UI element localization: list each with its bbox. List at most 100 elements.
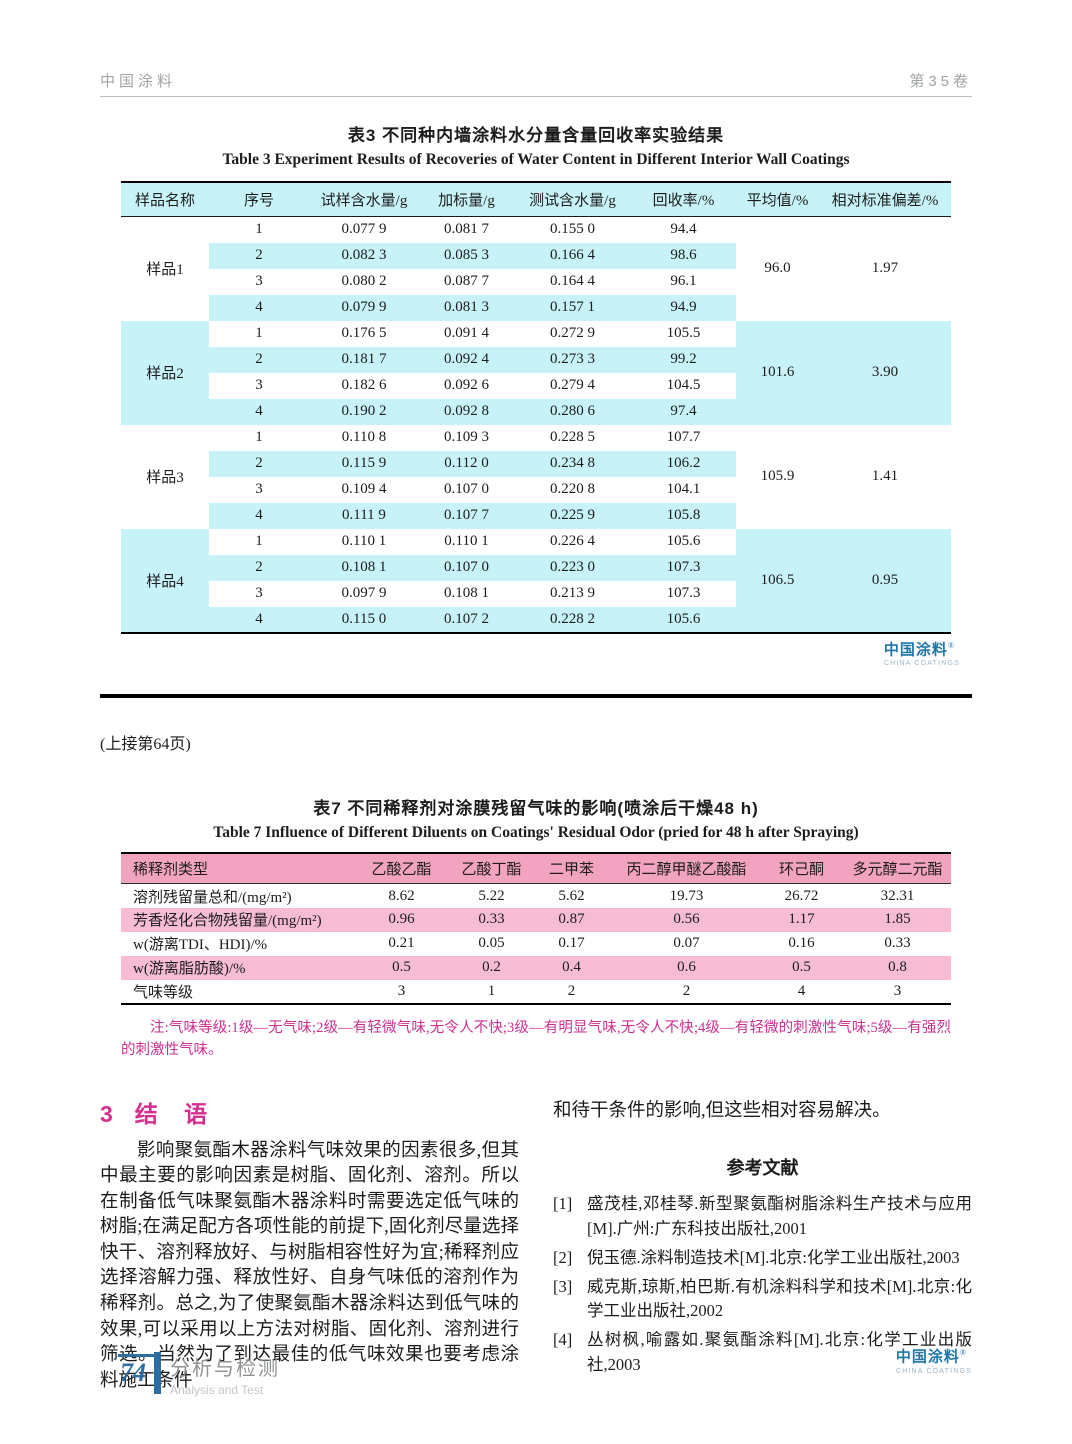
table7-col-ethyl-acetate: 乙酸乙酯 (349, 852, 454, 885)
table3-cell: 3 (209, 372, 309, 399)
table3-cell: 104.1 (631, 476, 736, 503)
table3-cell: 0.092 6 (419, 372, 514, 399)
table7-row-label: 溶剂残留量总和/(mg/m²) (121, 883, 349, 908)
table3-body: 样品1 1 0.077 9 0.081 7 0.155 0 94.4 96.0 1.97 2 0.… (121, 216, 951, 633)
reference-text: 倪玉德.涂料制造技术[M].北京:化学工业出版社,2003 (587, 1247, 960, 1267)
volume-label: 第35卷 (909, 73, 972, 90)
table3-col-no: 序号 (209, 182, 309, 217)
table3-cell: 2 (209, 346, 309, 373)
table7-row-label: w(游离脂肪酸)/% (121, 955, 349, 980)
table3-cell: 0.226 4 (514, 528, 631, 555)
table3-cell: 3 (209, 580, 309, 607)
table7-title-zh: 表7 不同稀释剂对涂膜残留气味的影响(喷涂后干燥48 h) (313, 798, 759, 818)
table7-row: w(游离TDI、HDI)/% 0.21 0.05 0.17 0.07 0.16 0.33 (121, 931, 951, 956)
table3-cell: 0.107 0 (419, 554, 514, 581)
table3-row: 4 0.079 9 0.081 3 0.157 1 94.9 (121, 294, 951, 321)
table3-cell: 0.182 6 (309, 372, 419, 399)
table3-cell: 0.092 8 (419, 398, 514, 425)
reference-item: [3] 威克斯,琼斯,柏巴斯.有机涂料科学和技术[M].北京:化学工业出版社,20… (553, 1275, 972, 1325)
table3-cell: 0.109 4 (309, 476, 419, 503)
table3-cell: 2 (209, 450, 309, 477)
china-coatings-logo: 中国涂料® CHINA COATINGS (883, 641, 960, 667)
table3-cell: 105.5 (631, 320, 736, 347)
table3-cell: 0.079 9 (309, 294, 419, 321)
table3-cell: 0.077 9 (309, 216, 419, 243)
table7-col-xylene: 二甲苯 (529, 852, 614, 885)
table7-cell: 0.5 (349, 955, 454, 980)
table3-cell: 0.220 8 (514, 476, 631, 503)
table3-col-recovery: 回收率/% (631, 182, 736, 217)
table3-cell: 0.234 8 (514, 450, 631, 477)
table7-col-butyl-acetate: 乙酸丁酯 (454, 852, 529, 885)
table3-cell: 0.085 3 (419, 242, 514, 269)
table7-note: 注:气味等级:1级—无气味;2级—有轻微气味,无令人不快;3级—有明显气味,无令… (121, 1019, 951, 1058)
table3-cell: 0.082 3 (309, 242, 419, 269)
table7-cell: 8.62 (349, 883, 454, 908)
logo-text-en: CHINA COATINGS (883, 659, 960, 667)
conclusion-paragraph-left: 影响聚氨酯木器涂料气味效果的因素很多,但其中最主要的影响因素是树脂、固化剂、溶剂… (100, 1140, 519, 1391)
table3-row: 4 0.190 2 0.092 8 0.280 6 97.4 (121, 398, 951, 425)
table3-cell: 1 (209, 320, 309, 347)
reference-marker: [2] (553, 1247, 573, 1267)
table7-cell: 3 (844, 979, 951, 1004)
table3-col-mean: 平均值/% (736, 182, 819, 217)
table3-row: 样品1 1 0.077 9 0.081 7 0.155 0 94.4 96.0 1.97 (121, 216, 951, 321)
table7-cell: 5.22 (454, 883, 529, 908)
table7-row-label: 芳香烃化合物残留量/(mg/m²) (121, 907, 349, 932)
table7-cell: 5.62 (529, 883, 614, 908)
table3-cell: 1 (209, 528, 309, 555)
table3-row: 4 0.115 0 0.107 2 0.228 2 105.6 (121, 606, 951, 633)
table3-cell: 97.4 (631, 398, 736, 425)
table3-cell: 0.115 9 (309, 450, 419, 477)
table3: 样品名称 序号 试样含水量/g 加标量/g 测试含水量/g 回收率/% 平均值/… (121, 181, 951, 634)
table7-cell: 0.8 (844, 955, 951, 980)
reference-item: [1] 盛茂桂,邓桂琴.新型聚氨酯树脂涂料生产技术与应用[M].广州:广东科技出版… (553, 1192, 972, 1242)
table7-cell: 1.17 (759, 907, 844, 932)
table7-cell: 4 (759, 979, 844, 1004)
table3-mean-value: 105.9 (736, 424, 819, 529)
page-footer: 74 分析与检测 Analysis and Test (118, 1352, 280, 1397)
table3-row: 3 0.182 6 0.092 6 0.279 4 104.5 (121, 372, 951, 399)
table3-cell: 0.155 0 (514, 216, 631, 243)
table3-cell: 0.181 7 (309, 346, 419, 373)
table3-cell: 0.213 9 (514, 580, 631, 607)
table3-cell: 0.111 9 (309, 502, 419, 529)
table7-cell: 1.85 (844, 907, 951, 932)
table7-cell: 0.4 (529, 955, 614, 980)
table3-cell: 0.272 9 (514, 320, 631, 347)
footer-section-en: Analysis and Test (170, 1383, 264, 1397)
table3-cell: 107.3 (631, 580, 736, 607)
table3-cell: 1 (209, 424, 309, 451)
footer-section-zh: 分析与检测 (170, 1358, 280, 1380)
table3-cell: 1 (209, 216, 309, 243)
logo-text-zh: 中国涂料 (895, 1348, 960, 1366)
table3-cell: 0.110 8 (309, 424, 419, 451)
table7-header-row: 稀释剂类型 乙酸乙酯 乙酸丁酯 二甲苯 丙二醇甲醚乙酸酯 环己酮 多元醇二元酯 (121, 852, 951, 885)
running-head: 中国涂料 第35卷 (100, 0, 972, 91)
table3-col-measured: 测试含水量/g (514, 182, 631, 217)
table7-row: 溶剂残留量总和/(mg/m²) 8.62 5.22 5.62 19.73 26.72 32.… (121, 883, 951, 908)
table7-cell: 3 (349, 979, 454, 1004)
reference-marker: [4] (553, 1330, 573, 1350)
table7-col-polyol-ester: 多元醇二元酯 (844, 852, 951, 885)
table3-cell: 0.080 2 (309, 268, 419, 295)
table3-cell: 0.097 9 (309, 580, 419, 607)
table3-cell: 2 (209, 554, 309, 581)
table3-cell: 106.2 (631, 450, 736, 477)
table3-cell: 0.176 5 (309, 320, 419, 347)
table3-cell: 94.4 (631, 216, 736, 243)
table7-cell: 0.87 (529, 907, 614, 932)
table7-cell: 0.33 (454, 907, 529, 932)
page: 中国涂料 第35卷 表3 不同种内墙涂料水分量含量回收率实验结果 Table 3… (100, 0, 972, 1391)
conclusion-paragraph-right: 和待干条件的影响,但这些相对容易解决。 (553, 1100, 891, 1121)
footer-bar (154, 1352, 161, 1394)
table7-cell: 0.33 (844, 931, 951, 956)
table3-sample-name: 样品1 (121, 216, 209, 321)
article-divider (100, 693, 972, 698)
table3-cell: 105.6 (631, 606, 736, 633)
table3-rsd-value: 3.90 (819, 320, 951, 425)
table3-cell: 0.166 4 (514, 242, 631, 269)
table3-cell: 0.228 5 (514, 424, 631, 451)
table3-cell: 107.7 (631, 424, 736, 451)
table3-cell: 0.110 1 (419, 528, 514, 555)
